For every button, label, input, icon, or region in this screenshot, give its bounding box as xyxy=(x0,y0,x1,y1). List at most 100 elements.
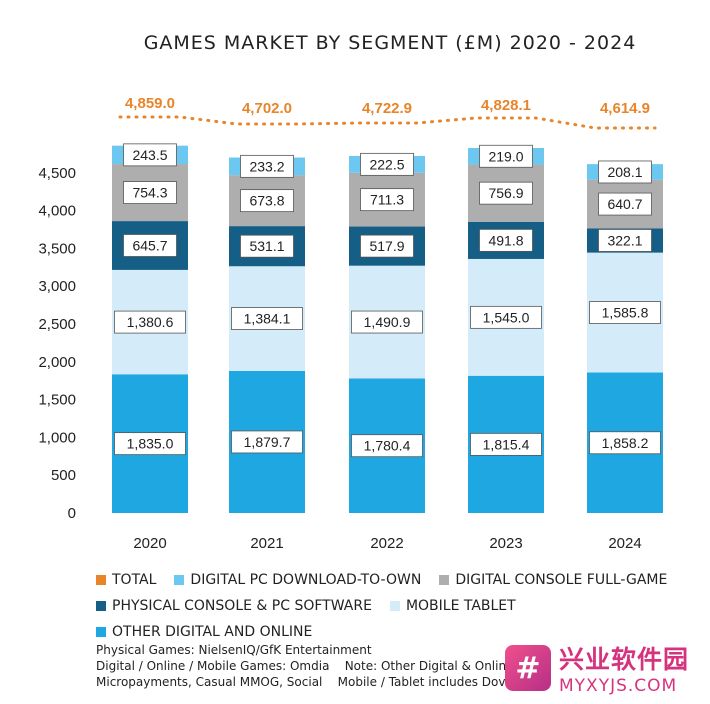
data-label: 1,490.9 xyxy=(364,314,411,330)
data-label: 645.7 xyxy=(132,237,167,253)
chart-title: GAMES MARKET BY SEGMENT (£M) 2020 - 2024 xyxy=(143,32,637,54)
y-tick-label: 2,000 xyxy=(38,354,76,371)
data-label-box xyxy=(231,430,303,454)
x-tick-label: 2021 xyxy=(250,535,283,552)
data-label-box xyxy=(589,301,661,324)
stacked-bar-chart: 0 500 1,000 1,500 2,000 2,500 3,000 3,500 4,000 4… xyxy=(38,95,663,552)
total-label: 4,859.0 xyxy=(125,95,175,112)
data-label-box xyxy=(470,305,542,329)
legend-swatch xyxy=(174,575,185,585)
x-axis: 2020 2021 2022 2023 2024 xyxy=(133,535,641,552)
data-label: 1,380.6 xyxy=(127,314,174,330)
data-label: 673.8 xyxy=(249,193,284,209)
legend-label: OTHER DIGITAL AND ONLINE xyxy=(112,624,313,640)
data-label-box xyxy=(360,152,414,176)
data-label: 1,585.8 xyxy=(602,305,649,321)
data-label-box xyxy=(123,181,177,204)
y-tick-label: 4,500 xyxy=(38,165,76,182)
y-tick-label: 3,500 xyxy=(38,240,76,257)
total-dotted-line: 4,859.0 4,702.0 4,722.9 4,828.1 4,614.9 xyxy=(118,95,657,130)
data-label: 1,815.4 xyxy=(483,436,530,452)
data-label: 1,545.0 xyxy=(483,309,530,325)
data-label: 322.1 xyxy=(607,232,642,248)
legend-label: DIGITAL CONSOLE FULL-GAME xyxy=(455,572,668,588)
data-label-box xyxy=(123,234,177,257)
bars: 1,835.0 1,380.6 645.7 754.3 243.5 1,879.7 1,38… xyxy=(112,143,663,513)
y-axis: 0 500 1,000 1,500 2,000 2,500 3,000 3,500 4,000 4… xyxy=(38,165,76,522)
data-label-box xyxy=(479,228,533,252)
data-label: 756.9 xyxy=(488,185,523,201)
y-tick-label: 1,500 xyxy=(38,392,76,409)
watermark: # 兴业软件园 MYXYJS.COM xyxy=(505,638,710,698)
data-label-box xyxy=(351,310,423,334)
data-label: 1,835.0 xyxy=(127,436,174,452)
total-label: 4,702.0 xyxy=(242,100,292,117)
data-label-box xyxy=(598,229,652,252)
y-tick-label: 2,500 xyxy=(38,316,76,333)
watermark-cn-text: 兴业软件园 xyxy=(559,645,690,674)
total-label: 4,614.9 xyxy=(600,100,650,117)
y-tick-label: 1,000 xyxy=(38,429,76,446)
data-label: 243.5 xyxy=(132,147,167,163)
data-label: 208.1 xyxy=(607,164,642,180)
data-label: 1,858.2 xyxy=(602,435,649,451)
legend-item: OTHER DIGITAL AND ONLINE xyxy=(96,624,312,640)
data-label-box xyxy=(360,234,414,258)
data-label: 222.5 xyxy=(369,156,404,172)
watermark-logo-icon: # xyxy=(505,645,551,691)
legend-item: DIGITAL CONSOLE FULL-GAME xyxy=(439,572,667,588)
x-tick-label: 2023 xyxy=(489,535,522,552)
data-label-box xyxy=(114,310,186,334)
data-label: 517.9 xyxy=(369,238,404,254)
data-label-box xyxy=(479,144,533,168)
data-label-box xyxy=(479,181,533,205)
data-label-box xyxy=(231,307,303,330)
data-label-box xyxy=(240,234,294,258)
data-label: 233.2 xyxy=(249,158,284,174)
legend-item: DIGITAL PC DOWNLOAD-TO-OWN xyxy=(174,572,421,588)
legend-label: TOTAL xyxy=(112,572,157,588)
data-label-box xyxy=(240,189,294,213)
data-label: 1,780.4 xyxy=(364,438,411,454)
legend-swatch xyxy=(439,575,450,585)
data-label-box xyxy=(598,192,652,216)
data-label: 1,384.1 xyxy=(244,311,291,327)
source-notes: Physical Games: NielsenIQ/GfK Entertainm… xyxy=(96,642,506,690)
x-tick-label: 2024 xyxy=(608,535,641,552)
legend-swatch xyxy=(96,627,106,637)
data-label: 1,879.7 xyxy=(244,434,291,450)
data-label: 531.1 xyxy=(249,238,284,254)
source-line-3: Micropayments, Casual MMOG, Social Mobil… xyxy=(96,675,506,689)
y-tick-label: 500 xyxy=(51,467,76,484)
x-tick-label: 2022 xyxy=(370,535,403,552)
y-tick-label: 4,000 xyxy=(38,203,76,220)
y-tick-label: 0 xyxy=(68,505,76,522)
legend-label: DIGITAL PC DOWNLOAD-TO-OWN xyxy=(190,572,422,588)
legend-swatch xyxy=(96,601,106,611)
data-label-box xyxy=(598,160,652,184)
data-label-box xyxy=(123,143,177,167)
legend-item: PHYSICAL CONSOLE & PC SOFTWARE xyxy=(96,598,372,614)
data-label: 711.3 xyxy=(370,192,404,208)
legend-label: PHYSICAL CONSOLE & PC SOFTWARE xyxy=(112,598,372,614)
total-label: 4,722.9 xyxy=(362,100,412,117)
legend-swatch xyxy=(96,575,106,585)
source-line-1: Physical Games: NielsenIQ/GfK Entertainm… xyxy=(96,643,372,657)
data-label-box xyxy=(351,434,423,458)
legend-item: MOBILE TABLET xyxy=(389,598,516,614)
data-label: 491.8 xyxy=(488,232,523,248)
legend-item: TOTAL xyxy=(96,572,156,588)
legend-swatch xyxy=(389,601,400,611)
total-label: 4,828.1 xyxy=(481,97,531,114)
data-label: 754.3 xyxy=(132,185,167,201)
data-label-box xyxy=(114,432,186,456)
data-label-box xyxy=(470,432,542,456)
data-label-box xyxy=(360,188,414,212)
y-tick-label: 3,000 xyxy=(38,278,76,295)
data-label: 640.7 xyxy=(607,196,642,212)
watermark-en-text: MYXYJS.COM xyxy=(559,676,678,696)
legend-label: MOBILE TABLET xyxy=(405,598,516,614)
x-tick-label: 2020 xyxy=(133,535,166,552)
total-dotted-path xyxy=(118,115,657,130)
source-line-2: Digital / Online / Mobile Games: Omdia N… xyxy=(96,659,506,673)
